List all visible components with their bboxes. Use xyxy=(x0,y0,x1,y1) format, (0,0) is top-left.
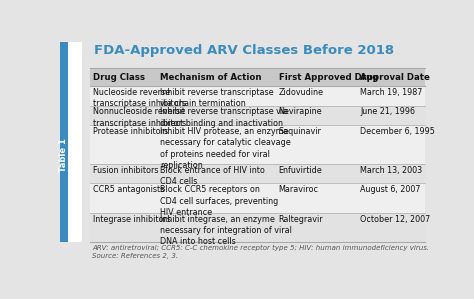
Text: Inhibit reverse transcriptase
via chain termination: Inhibit reverse transcriptase via chain … xyxy=(160,88,273,108)
Text: Nucleoside reverse
transcriptase inhibitors: Nucleoside reverse transcriptase inhibit… xyxy=(93,88,186,108)
Text: Enfuvirtide: Enfuvirtide xyxy=(279,166,322,175)
Text: December 6, 1995: December 6, 1995 xyxy=(360,127,435,136)
Bar xyxy=(60,42,68,242)
Bar xyxy=(91,213,425,242)
Text: Drug Class: Drug Class xyxy=(93,73,145,82)
Bar xyxy=(91,184,425,213)
Text: June 21, 1996: June 21, 1996 xyxy=(360,107,416,116)
Bar xyxy=(91,86,425,106)
Text: First Approved Drug: First Approved Drug xyxy=(279,73,378,82)
Text: Table 1: Table 1 xyxy=(59,138,68,172)
Text: Zidovudine: Zidovudine xyxy=(279,88,324,97)
Text: ARV: antiretroviral; CCR5: C-C chemokine receptor type 5; HIV: human immunodefic: ARV: antiretroviral; CCR5: C-C chemokine… xyxy=(92,245,429,259)
Text: Block CCR5 receptors on
CD4 cell surfaces, preventing
HIV entrance: Block CCR5 receptors on CD4 cell surface… xyxy=(160,185,278,217)
Text: FDA-Approved ARV Classes Before 2018: FDA-Approved ARV Classes Before 2018 xyxy=(94,44,394,57)
Text: Inhibit HIV protease, an enzyme
necessary for catalytic cleavage
of proteins nee: Inhibit HIV protease, an enzyme necessar… xyxy=(160,127,291,170)
Text: Saquinavir: Saquinavir xyxy=(279,127,321,136)
Text: Inhibit reverse transcriptase via
direct binding and inactivation: Inhibit reverse transcriptase via direct… xyxy=(160,107,288,128)
Bar xyxy=(91,68,425,86)
Text: CCR5 antagonists: CCR5 antagonists xyxy=(93,185,164,194)
Text: Nevirapine: Nevirapine xyxy=(279,107,322,116)
Text: Protease inhibitors: Protease inhibitors xyxy=(93,127,168,136)
Text: March 19, 1987: March 19, 1987 xyxy=(360,88,423,97)
Text: Integrase inhibitors: Integrase inhibitors xyxy=(93,215,171,224)
Text: Maraviroc: Maraviroc xyxy=(279,185,319,194)
Bar xyxy=(91,164,425,184)
Text: August 6, 2007: August 6, 2007 xyxy=(360,185,421,194)
Text: March 13, 2003: March 13, 2003 xyxy=(360,166,423,175)
Text: Inhibit integrase, an enzyme
necessary for integration of viral
DNA into host ce: Inhibit integrase, an enzyme necessary f… xyxy=(160,215,292,246)
Bar xyxy=(60,42,82,242)
Text: Fusion inhibitors: Fusion inhibitors xyxy=(93,166,158,175)
Bar xyxy=(91,106,425,125)
Text: Block entrance of HIV into
CD4 cells: Block entrance of HIV into CD4 cells xyxy=(160,166,265,186)
Text: Approval Date: Approval Date xyxy=(360,73,430,82)
Text: Raltegravir: Raltegravir xyxy=(279,215,323,224)
Bar xyxy=(91,125,425,164)
Text: Mechanism of Action: Mechanism of Action xyxy=(160,73,261,82)
Text: Nonnucleoside reverse
transcriptase inhibitors: Nonnucleoside reverse transcriptase inhi… xyxy=(93,107,186,128)
Text: October 12, 2007: October 12, 2007 xyxy=(360,215,431,224)
